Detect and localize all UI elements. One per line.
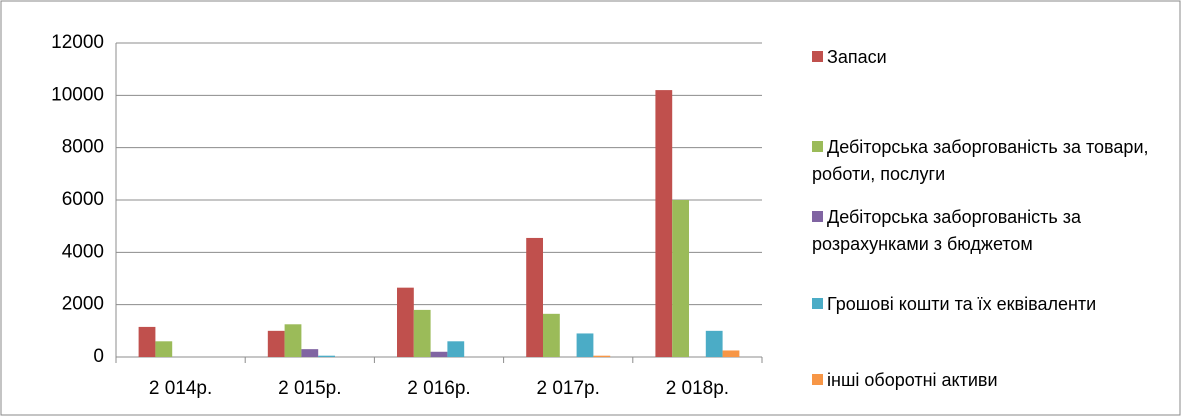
legend-swatch bbox=[812, 298, 823, 309]
legend-swatch bbox=[812, 374, 823, 385]
legend-label: Запаси bbox=[827, 47, 887, 67]
y-tick-label: 2000 bbox=[62, 294, 104, 315]
legend-swatch bbox=[812, 141, 823, 152]
y-tick-label: 10000 bbox=[51, 84, 104, 105]
bar bbox=[447, 341, 465, 357]
legend-label: інші оборотні активи bbox=[827, 370, 998, 390]
legend-label: Грошові кошти та їх еквіваленти bbox=[827, 294, 1097, 314]
y-tick-label: 8000 bbox=[62, 137, 104, 158]
bar bbox=[155, 341, 173, 357]
bar bbox=[576, 333, 594, 357]
legend-label: Дебіторська заборгованість за товари, ро… bbox=[812, 137, 1149, 184]
y-tick-label: 4000 bbox=[62, 241, 104, 262]
bar bbox=[301, 349, 319, 357]
legend-item: Грошові кошти та їх еквіваленти bbox=[812, 291, 1177, 318]
legend-swatch bbox=[812, 51, 823, 62]
x-tick-label: 2 015р. bbox=[278, 378, 341, 399]
legend-item: Дебіторська заборгованість за розрахунка… bbox=[812, 204, 1177, 258]
y-tick-label: 0 bbox=[93, 346, 104, 367]
bar bbox=[526, 237, 544, 357]
y-tick-label: 12000 bbox=[51, 32, 104, 53]
x-tick-label: 2 018р. bbox=[666, 378, 729, 399]
legend-label: Дебіторська заборгованість за розрахунка… bbox=[812, 207, 1082, 254]
bar bbox=[543, 313, 560, 357]
bar bbox=[413, 309, 431, 357]
bar bbox=[138, 326, 156, 357]
x-tick-label: 2 017р. bbox=[536, 378, 599, 399]
bar bbox=[672, 200, 690, 357]
bar bbox=[593, 355, 611, 357]
legend-item: Запаси bbox=[812, 44, 1177, 71]
bar bbox=[318, 355, 335, 357]
x-tick-label: 2 016р. bbox=[407, 378, 470, 399]
bar bbox=[655, 90, 673, 357]
legend-item: Дебіторська заборгованість за товари, ро… bbox=[812, 134, 1177, 188]
bar bbox=[705, 330, 723, 357]
x-tick-label: 2 014р. bbox=[149, 378, 212, 399]
bar bbox=[397, 287, 414, 357]
bar bbox=[284, 324, 302, 357]
bar bbox=[267, 330, 285, 357]
legend-swatch bbox=[812, 211, 823, 222]
y-tick-label: 6000 bbox=[62, 189, 104, 210]
bar bbox=[722, 350, 740, 357]
bar bbox=[430, 351, 448, 357]
legend-item: інші оборотні активи bbox=[812, 367, 1177, 394]
